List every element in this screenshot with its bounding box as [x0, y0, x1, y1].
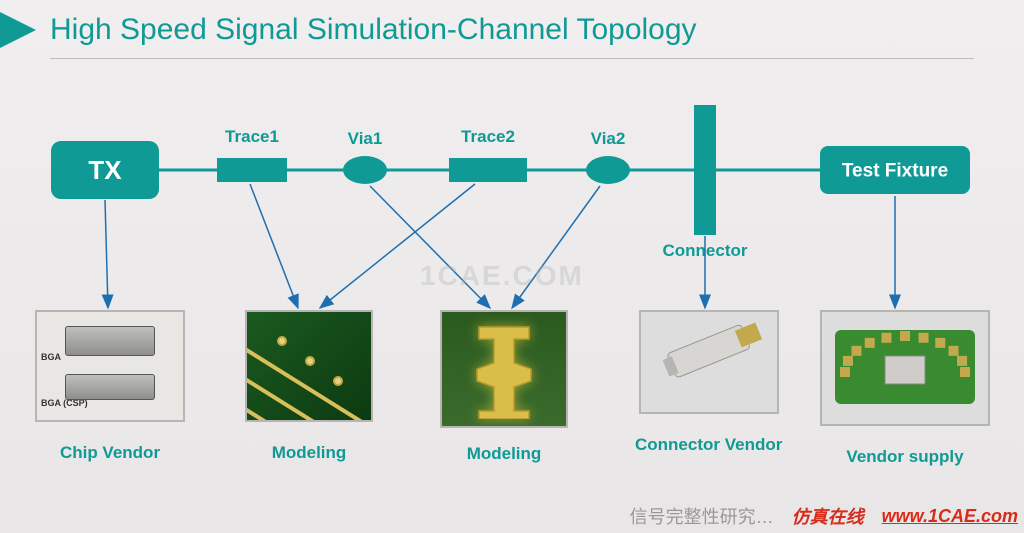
footer-cn-text: 信号完整性研究…	[630, 503, 774, 529]
node-via2: Via2	[586, 129, 630, 184]
thumb-image-connector	[639, 310, 779, 414]
thumb-image-chip: BGABGA (CSP)	[35, 310, 185, 422]
arrow-tx	[105, 200, 108, 308]
node-via1: Via1	[343, 129, 387, 184]
thumbnail-row: BGABGA (CSP) Chip Vendor Modeling Modeling C…	[0, 310, 1024, 510]
node-fixture: Test Fixture	[820, 146, 970, 194]
thumb-label-4: Vendor supply	[820, 447, 990, 467]
thumb-4: Vendor supply	[820, 310, 990, 467]
title-bar: High Speed Signal Simulation-Channel Top…	[0, 0, 1024, 54]
title-triangle-icon	[0, 12, 36, 48]
thumb-label-1: Modeling	[245, 443, 373, 463]
arrow-trace1	[250, 184, 298, 308]
watermark-center: 1CAE.COM	[420, 260, 584, 292]
thumb-0: BGABGA (CSP) Chip Vendor	[35, 310, 185, 463]
node-trace2: Trace2	[449, 127, 527, 182]
svg-text:TX: TX	[88, 155, 122, 185]
footer-brand: 仿真在线	[792, 503, 864, 529]
thumb-2: Modeling	[440, 310, 568, 464]
svg-text:Via1: Via1	[348, 129, 383, 148]
thumb-3: Connector Vendor	[635, 310, 782, 455]
svg-text:Via2: Via2	[591, 129, 626, 148]
svg-text:Trace2: Trace2	[461, 127, 515, 146]
thumb-image-fixture	[820, 310, 990, 426]
svg-text:Test Fixture: Test Fixture	[842, 161, 948, 182]
page-title: High Speed Signal Simulation-Channel Top…	[50, 13, 697, 47]
node-trace1: Trace1	[217, 127, 287, 182]
title-underline	[50, 58, 974, 59]
thumb-1: Modeling	[245, 310, 373, 463]
footer-url: www.1CAE.com	[882, 506, 1018, 527]
node-tx: TX	[51, 141, 159, 199]
footer-watermark: 信号完整性研究… 仿真在线 www.1CAE.com	[630, 503, 1018, 529]
thumb-label-3: Connector Vendor	[635, 435, 782, 455]
svg-text:Trace1: Trace1	[225, 127, 279, 146]
thumb-image-trace	[245, 310, 373, 422]
thumb-label-0: Chip Vendor	[35, 443, 185, 463]
thumb-image-via	[440, 310, 568, 428]
thumb-label-2: Modeling	[440, 444, 568, 464]
